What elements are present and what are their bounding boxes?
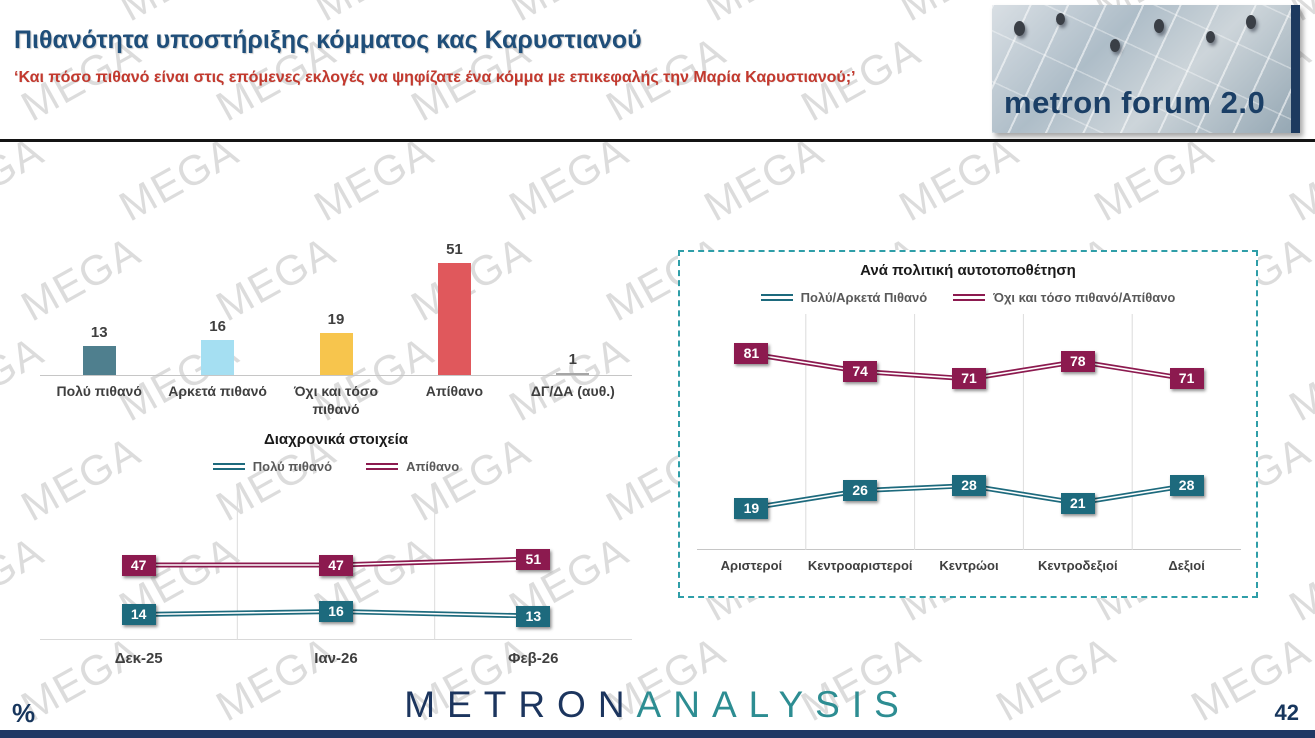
line-chart-canvas [751,314,1187,550]
data-point-label: 81 [734,343,769,365]
data-point-label: 19 [734,497,769,519]
legend-label: Πολύ/Αρκετά Πιθανό [800,290,928,305]
legend-label: Απίθανο [406,459,460,474]
bar-value-label: 1 [568,350,577,368]
mega-watermark: MEGA [501,127,636,231]
person-figure [1110,39,1120,52]
person-figure [1246,15,1256,29]
bar-value-label: 13 [90,324,108,342]
line-swatch-icon [366,463,399,470]
legend-label: Όχι και τόσο πιθανό/Απίθανο [993,290,1176,305]
bar-category-label: Αρκετά πιθανό [168,383,267,399]
data-point-label: 47 [319,554,353,576]
data-point-label: 21 [1060,492,1095,514]
timeseries-title: Διαχρονικά στοιχεία [263,431,409,448]
timeseries-legend: Πολύ πιθανό Απίθανο [40,459,632,474]
person-figure [1014,21,1025,36]
panel-plot: 19 26 28 21 28 81 74 71 78 71 [697,314,1241,550]
panel-categories: Αριστεροί Κεντροαριστεροί Κεντρώοι Κεντροδε… [697,558,1241,573]
axis-category-label: Κεντροδεξιοί [1037,558,1118,573]
page-title: Πιθανότητα υποστήριξης κόμματος κας Καρυ… [14,26,642,54]
legend-item: Απίθανο [366,459,459,474]
bar [556,372,590,375]
timeseries-plot: 14 16 13 47 47 51 [40,484,632,640]
bar-value-label: 16 [209,317,226,335]
bar-value-label: 19 [327,311,345,329]
bar-category-label: Απίθανο [425,383,484,399]
mega-watermark: MEGA [1086,127,1221,231]
mega-watermark: MEGA [1281,527,1315,631]
person-figure [1056,13,1065,25]
legend-item: Πολύ πιθανό [212,459,333,474]
logo-metron-text: METRON [404,684,637,725]
data-point-label: 16 [319,601,353,622]
bar-chart-plot: 13 16 19 51 1 [40,226,632,376]
data-point-label: 26 [843,480,878,502]
legend-label: Πολύ πιθανό [252,459,333,474]
axis-category-label: Ιαν-26 [314,650,358,667]
axis-category-label: Κεντροαριστεροί [807,558,913,573]
percent-note: % [12,698,36,728]
line-swatch-icon [953,294,986,301]
data-point-label: 71 [952,368,986,390]
bar [201,339,235,375]
bar-value-label: 51 [446,240,463,258]
timeseries-categories: Δεκ-25 Ιαν-26 Φεβ-26 [40,650,632,667]
legend-item: Όχι και τόσο πιθανό/Απίθανο [953,290,1175,305]
bar-column: 51 [395,226,513,375]
bar-category-label: Όχι και τόσο πιθανό [293,383,379,418]
mega-watermark: MEGA [891,127,1026,231]
logo-right-edge [1291,5,1300,133]
mega-watermark: MEGA [306,127,441,231]
panel-title: Ανά πολιτική αυτοτοποθέτηση [860,262,1076,279]
bar [319,333,353,375]
mega-watermark: MEGA [696,127,831,231]
mega-watermark: MEGA [0,127,51,231]
survey-question: ‘Και πόσο πιθανό είναι στις επόμενες εκλ… [14,69,856,86]
bar-category-label: ΔΓ/ΔΑ (αυθ.) [530,383,615,399]
bar-column: 19 [277,226,395,375]
bar-column: 16 [158,226,276,375]
axis-category-label: Κεντρώοι [939,558,999,573]
bar-chart-categories: Πολύ πιθανό Αρκετά πιθανό Όχι και τόσο πιθ… [40,382,632,418]
axis-category-label: Δεξιοί [1168,558,1205,573]
logo-brand-text: metron forum 2.0 [1004,85,1266,120]
bar-column: 1 [514,226,632,375]
bar [82,346,116,375]
logo-photo [992,5,1300,133]
logo-analysis-text: ANALYSIS [636,684,911,725]
political-placement-panel: Ανά πολιτική αυτοτοποθέτηση Πολύ/Αρκετά … [678,250,1258,598]
mega-watermark: MEGA [696,0,831,31]
data-point-label: 51 [516,548,551,570]
axis-category-label: Αριστεροί [720,558,783,573]
data-point-label: 28 [1169,475,1204,497]
mega-watermark: MEGA [1281,127,1315,231]
data-point-label: 78 [1060,350,1095,372]
data-point-label: 71 [1169,368,1204,390]
line-swatch-icon [760,294,793,301]
mega-watermark: MEGA [111,127,246,231]
data-point-label: 74 [843,360,878,382]
axis-category-label: Φεβ-26 [508,650,559,667]
panel-legend: Πολύ/Αρκετά Πιθανό Όχι και τόσο πιθανό/Α… [680,290,1256,305]
person-figure [1154,19,1164,33]
bottom-bar [0,730,1315,738]
data-point-label: 13 [516,605,551,627]
person-figure [1206,31,1215,43]
legend-item: Πολύ/Αρκετά Πιθανό [760,290,928,305]
axis-category-label: Δεκ-25 [114,650,163,667]
data-point-label: 28 [952,475,986,497]
page-number: 42 [1274,700,1299,725]
bar [437,262,471,375]
data-point-label: 14 [121,604,156,625]
line-swatch-icon [212,463,245,470]
data-point-label: 47 [121,554,156,576]
bar-category-label: Πολύ πιθανό [56,383,142,399]
metron-analysis-logo: METRONANALYSIS [0,684,1315,726]
bar-column: 13 [40,226,158,375]
header-divider [0,139,1315,142]
mega-watermark: MEGA [1281,327,1315,431]
metron-forum-logo: metron forum 2.0 [992,5,1300,133]
